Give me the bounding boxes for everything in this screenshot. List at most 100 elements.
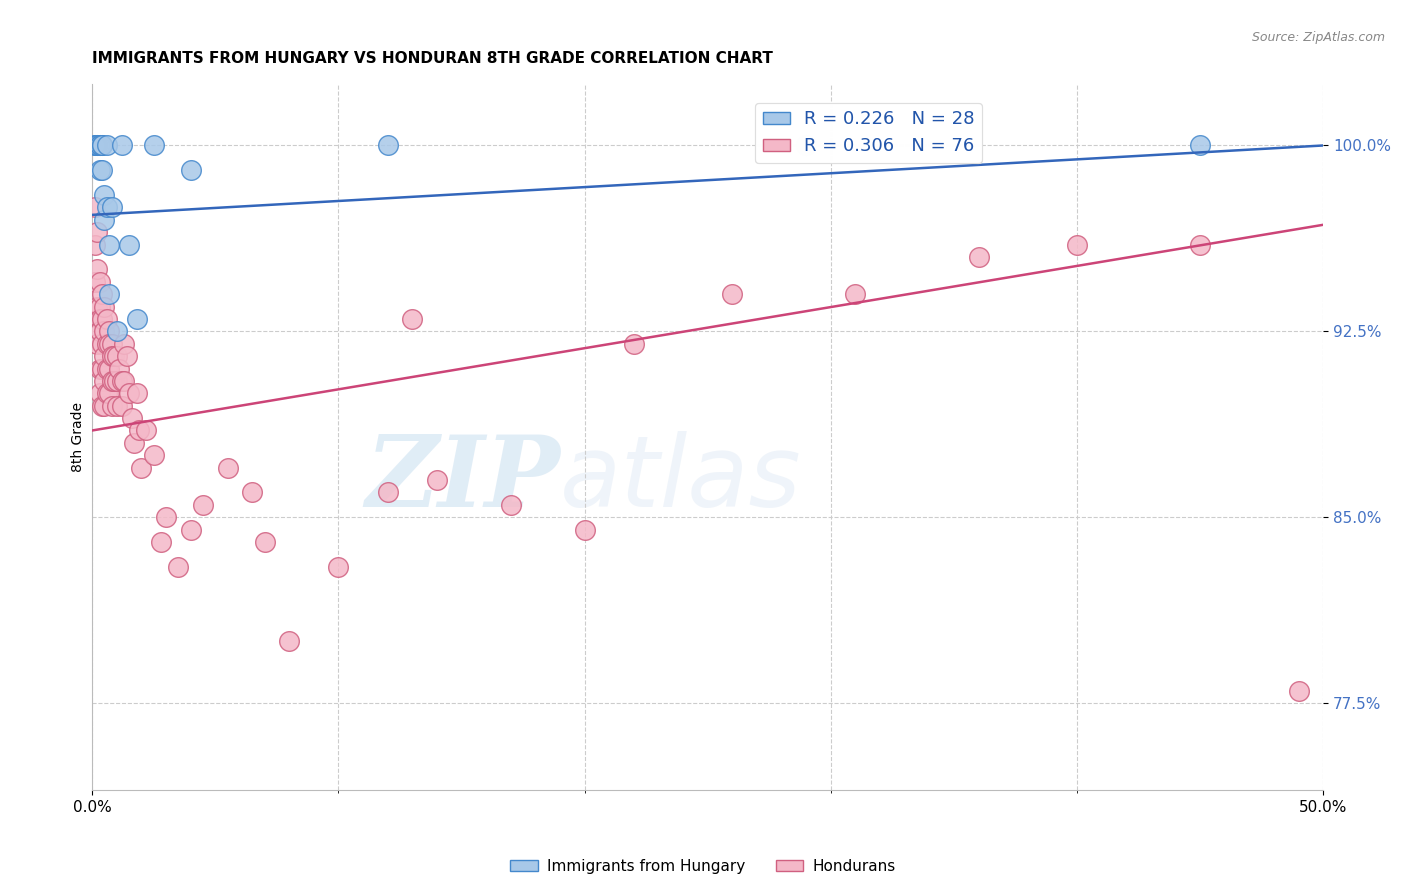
Point bbox=[101, 399, 124, 413]
Point bbox=[91, 138, 114, 153]
Point bbox=[91, 361, 114, 376]
Point bbox=[93, 324, 115, 338]
Point bbox=[101, 349, 124, 363]
Point bbox=[967, 250, 990, 264]
Point bbox=[98, 336, 121, 351]
Point bbox=[1288, 683, 1310, 698]
Text: Source: ZipAtlas.com: Source: ZipAtlas.com bbox=[1251, 31, 1385, 45]
Point bbox=[91, 312, 114, 326]
Point bbox=[89, 138, 111, 153]
Point bbox=[89, 275, 111, 289]
Point bbox=[1189, 138, 1212, 153]
Point bbox=[217, 460, 239, 475]
Point bbox=[98, 237, 121, 252]
Point bbox=[98, 287, 121, 301]
Point bbox=[111, 399, 134, 413]
Point bbox=[150, 535, 173, 549]
Point bbox=[401, 312, 423, 326]
Point bbox=[96, 386, 118, 401]
Point bbox=[96, 336, 118, 351]
Point bbox=[96, 312, 118, 326]
Point bbox=[103, 349, 125, 363]
Point bbox=[142, 138, 165, 153]
Point bbox=[101, 336, 124, 351]
Point bbox=[125, 312, 148, 326]
Text: ZIP: ZIP bbox=[366, 431, 560, 527]
Point bbox=[86, 138, 108, 153]
Point bbox=[91, 336, 114, 351]
Point bbox=[1066, 237, 1088, 252]
Point bbox=[108, 361, 131, 376]
Text: atlas: atlas bbox=[560, 431, 801, 527]
Point bbox=[86, 138, 108, 153]
Point bbox=[278, 634, 301, 648]
Point bbox=[89, 138, 111, 153]
Point bbox=[128, 424, 150, 438]
Point bbox=[86, 225, 108, 239]
Point bbox=[118, 237, 141, 252]
Point bbox=[191, 498, 214, 512]
Point bbox=[426, 473, 449, 487]
Point bbox=[83, 201, 105, 215]
Point bbox=[98, 324, 121, 338]
Point bbox=[96, 138, 118, 153]
Point bbox=[89, 312, 111, 326]
Point bbox=[121, 411, 143, 425]
Point bbox=[91, 287, 114, 301]
Point bbox=[122, 435, 145, 450]
Point bbox=[83, 237, 105, 252]
Point bbox=[240, 485, 263, 500]
Point bbox=[93, 188, 115, 202]
Point bbox=[93, 349, 115, 363]
Point bbox=[101, 374, 124, 388]
Point bbox=[377, 138, 399, 153]
Legend: Immigrants from Hungary, Hondurans: Immigrants from Hungary, Hondurans bbox=[505, 853, 901, 880]
Point bbox=[115, 349, 138, 363]
Text: IMMIGRANTS FROM HUNGARY VS HONDURAN 8TH GRADE CORRELATION CHART: IMMIGRANTS FROM HUNGARY VS HONDURAN 8TH … bbox=[93, 51, 773, 66]
Point bbox=[721, 287, 744, 301]
Point bbox=[167, 559, 190, 574]
Point bbox=[623, 336, 645, 351]
Point bbox=[105, 399, 128, 413]
Point bbox=[499, 498, 522, 512]
Point bbox=[180, 523, 202, 537]
Legend: R = 0.226   N = 28, R = 0.306   N = 76: R = 0.226 N = 28, R = 0.306 N = 76 bbox=[755, 103, 981, 162]
Point bbox=[91, 163, 114, 178]
Point bbox=[844, 287, 866, 301]
Point bbox=[89, 386, 111, 401]
Point bbox=[112, 336, 135, 351]
Point bbox=[101, 201, 124, 215]
Point bbox=[131, 460, 153, 475]
Point bbox=[89, 324, 111, 338]
Point bbox=[155, 510, 177, 524]
Point bbox=[89, 300, 111, 314]
Point bbox=[111, 374, 134, 388]
Point bbox=[135, 424, 157, 438]
Point bbox=[125, 386, 148, 401]
Point bbox=[118, 386, 141, 401]
Point bbox=[98, 361, 121, 376]
Point bbox=[142, 448, 165, 462]
Point bbox=[105, 374, 128, 388]
Point bbox=[103, 374, 125, 388]
Point bbox=[86, 336, 108, 351]
Point bbox=[1189, 237, 1212, 252]
Point bbox=[86, 300, 108, 314]
Point bbox=[112, 374, 135, 388]
Point bbox=[96, 201, 118, 215]
Point bbox=[253, 535, 276, 549]
Point bbox=[86, 262, 108, 277]
Point bbox=[377, 485, 399, 500]
Point bbox=[105, 349, 128, 363]
Point bbox=[83, 138, 105, 153]
Point bbox=[89, 361, 111, 376]
Point bbox=[86, 138, 108, 153]
Point bbox=[180, 163, 202, 178]
Point bbox=[91, 138, 114, 153]
Point bbox=[105, 324, 128, 338]
Point bbox=[83, 275, 105, 289]
Point bbox=[93, 374, 115, 388]
Point bbox=[89, 163, 111, 178]
Point bbox=[574, 523, 596, 537]
Point bbox=[89, 138, 111, 153]
